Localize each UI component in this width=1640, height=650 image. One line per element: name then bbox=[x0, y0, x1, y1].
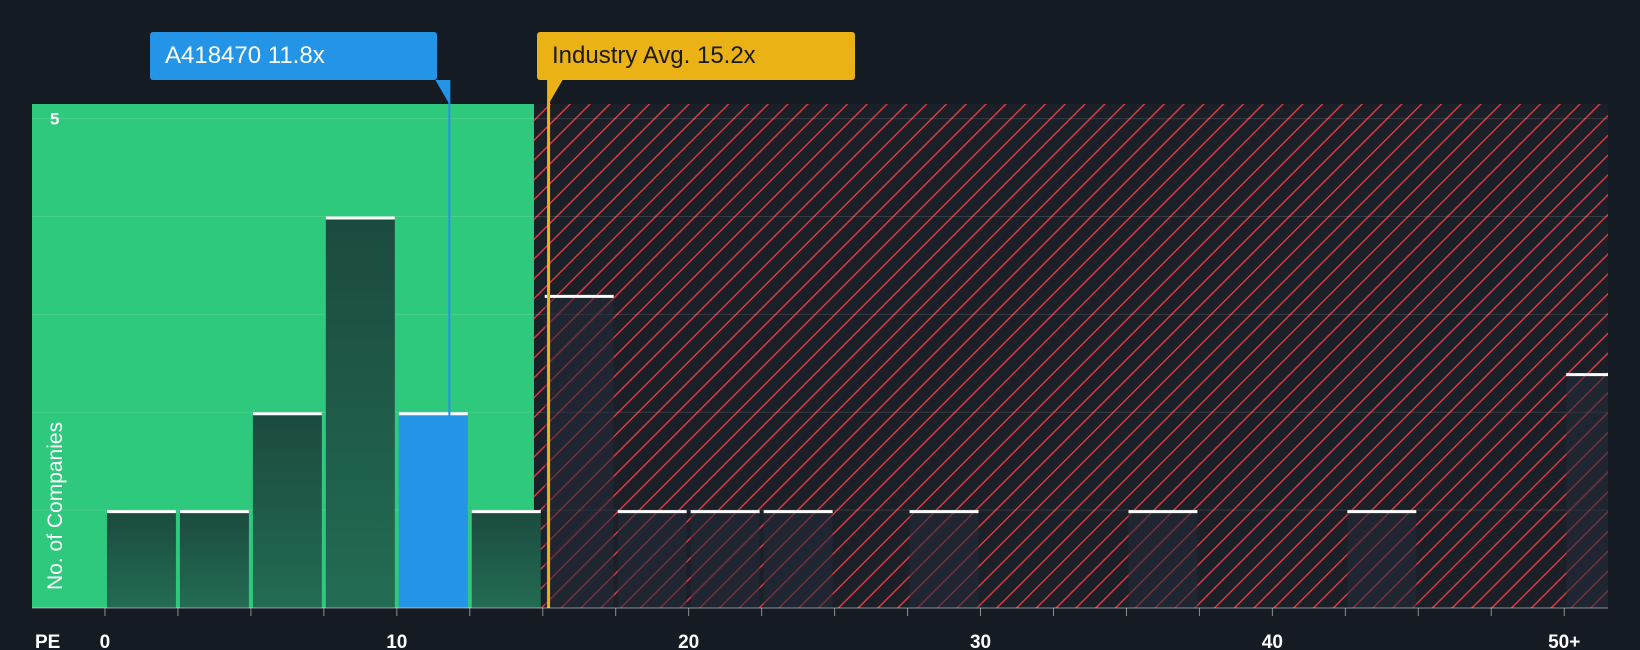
company-pe-label: A418470 11.8x bbox=[150, 32, 437, 80]
industry-label-pointer bbox=[548, 80, 563, 104]
x-tick-label: 0 bbox=[100, 632, 111, 650]
histogram-bar bbox=[544, 294, 614, 608]
histogram-bar bbox=[690, 510, 760, 608]
histogram-bar bbox=[617, 510, 687, 608]
x-tick-label: 20 bbox=[678, 632, 699, 650]
industry-avg-label: Industry Avg. 15.2x bbox=[537, 32, 855, 80]
histogram-bar bbox=[106, 510, 176, 608]
y-tick-label: 5 bbox=[50, 110, 59, 129]
x-tick-label: 10 bbox=[386, 632, 407, 650]
company-label-pointer bbox=[435, 80, 450, 104]
histogram-bar bbox=[179, 510, 249, 608]
histogram-bar bbox=[471, 510, 541, 608]
histogram-bar bbox=[252, 412, 322, 608]
histogram-bar bbox=[1566, 373, 1608, 608]
x-axis-title: PE bbox=[35, 632, 60, 650]
x-tick-label: 30 bbox=[970, 632, 991, 650]
company-bar bbox=[398, 412, 468, 608]
histogram-bar bbox=[325, 216, 395, 608]
histogram-bar bbox=[1128, 510, 1198, 608]
histogram-bar bbox=[763, 510, 833, 608]
y-axis-title: No. of Companies bbox=[44, 422, 67, 590]
x-tick-label: 40 bbox=[1262, 632, 1283, 650]
histogram-bar bbox=[1347, 510, 1417, 608]
histogram-bar bbox=[909, 510, 979, 608]
x-tick-label: 50+ bbox=[1548, 632, 1580, 650]
